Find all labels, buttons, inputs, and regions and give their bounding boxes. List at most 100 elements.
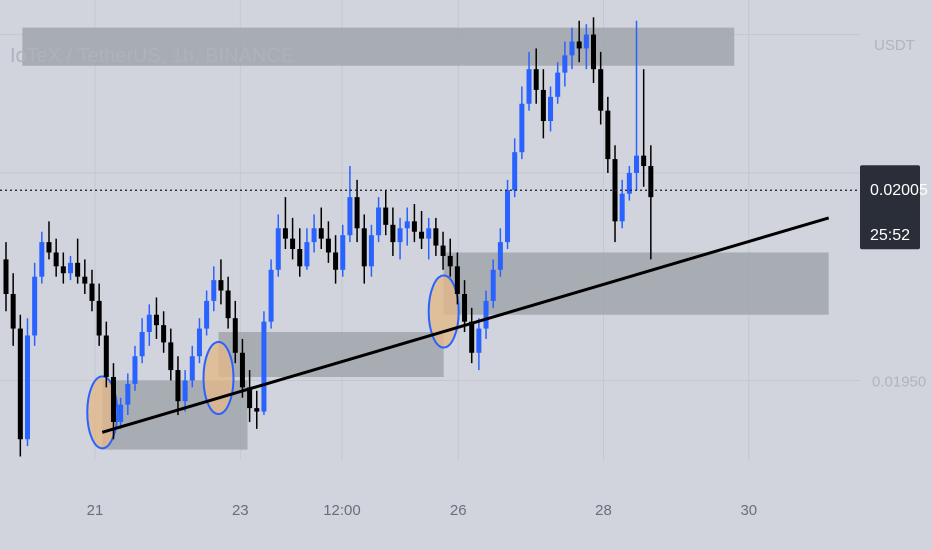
candle xyxy=(89,269,95,312)
candle xyxy=(103,321,109,388)
candle xyxy=(376,197,382,243)
candle-body xyxy=(333,252,339,270)
candle-body xyxy=(540,89,546,122)
candle-body xyxy=(3,259,9,294)
candle-body xyxy=(196,328,202,357)
candle-body xyxy=(605,110,611,160)
candle-body xyxy=(60,266,66,274)
candle xyxy=(354,179,360,243)
candle-body xyxy=(397,228,403,243)
candle xyxy=(548,86,554,132)
candle-body xyxy=(368,235,374,267)
candle xyxy=(648,145,654,260)
candle-body xyxy=(282,228,288,239)
candle xyxy=(411,204,417,243)
candle-layer xyxy=(3,17,654,457)
candle-body xyxy=(404,221,410,229)
candle xyxy=(390,207,396,256)
candle-body xyxy=(526,69,532,104)
low-highlight-circle xyxy=(427,274,460,349)
candle xyxy=(225,276,231,329)
candle-body xyxy=(67,262,73,274)
candle-body xyxy=(641,155,647,167)
candle-body xyxy=(118,404,124,422)
candle xyxy=(24,318,30,447)
candle-body xyxy=(555,72,561,97)
candle-body xyxy=(53,252,59,267)
candle xyxy=(318,207,324,250)
candle xyxy=(39,231,45,284)
candle xyxy=(153,297,159,339)
candle xyxy=(182,370,188,412)
zone-rect[interactable] xyxy=(218,332,444,377)
candle-body xyxy=(182,380,188,402)
candle-body xyxy=(39,242,45,277)
candle xyxy=(626,166,632,201)
trend-line[interactable] xyxy=(101,216,830,434)
candle-body xyxy=(239,352,245,388)
candle-body xyxy=(103,335,109,377)
x-tick-label: 21 xyxy=(87,502,104,519)
candle-body xyxy=(24,335,30,440)
candle xyxy=(433,217,439,256)
candle-body xyxy=(261,321,267,412)
candle xyxy=(569,27,575,70)
candle xyxy=(454,252,460,305)
candle xyxy=(505,179,511,250)
candle-body xyxy=(297,249,303,267)
candle xyxy=(512,138,518,198)
candle-body xyxy=(225,290,231,319)
candle-body xyxy=(17,328,23,440)
candle xyxy=(583,24,589,70)
candle xyxy=(397,217,403,260)
candle-body xyxy=(390,224,396,243)
candle-body xyxy=(268,269,274,322)
candle xyxy=(340,224,346,277)
candle xyxy=(110,363,116,440)
candle-body xyxy=(419,231,425,239)
candle-body xyxy=(211,280,217,301)
candle-body xyxy=(512,152,518,191)
candle xyxy=(469,307,475,364)
candle-body xyxy=(519,103,525,153)
candle-body xyxy=(153,314,159,326)
zone-rect[interactable] xyxy=(443,252,829,315)
candle xyxy=(347,166,353,243)
candle-body xyxy=(254,408,260,412)
candle-body xyxy=(454,266,460,294)
candle xyxy=(297,228,303,277)
price-label-countdown: 25:52 xyxy=(870,227,910,244)
candle xyxy=(612,145,618,243)
candle xyxy=(497,228,503,277)
candle xyxy=(591,17,597,84)
candle-body xyxy=(204,300,210,329)
candle xyxy=(125,373,131,416)
candle xyxy=(82,259,88,294)
candle-body xyxy=(361,228,367,267)
zone-rect[interactable] xyxy=(22,27,735,66)
candle xyxy=(60,252,66,284)
candle-body xyxy=(318,228,324,239)
x-tick-label: 30 xyxy=(740,502,757,519)
candle xyxy=(168,328,174,381)
candle-body xyxy=(232,318,238,353)
candle xyxy=(17,314,23,457)
candle xyxy=(519,86,525,160)
candle-body xyxy=(505,190,511,243)
candle xyxy=(161,311,167,353)
candle-body xyxy=(626,172,632,194)
candle-body xyxy=(168,342,174,371)
candle xyxy=(404,207,410,246)
candle-body xyxy=(304,242,310,267)
candle-body xyxy=(46,242,52,253)
price-label: 0.02005 25:52 xyxy=(860,165,928,250)
candle xyxy=(605,96,611,173)
candle xyxy=(10,273,16,346)
y-axis: 0.01950 xyxy=(872,373,926,390)
candle-body xyxy=(548,96,554,122)
candle xyxy=(232,300,238,364)
highlight-layer xyxy=(86,274,460,450)
candle-body xyxy=(82,276,88,284)
candle xyxy=(619,179,625,229)
